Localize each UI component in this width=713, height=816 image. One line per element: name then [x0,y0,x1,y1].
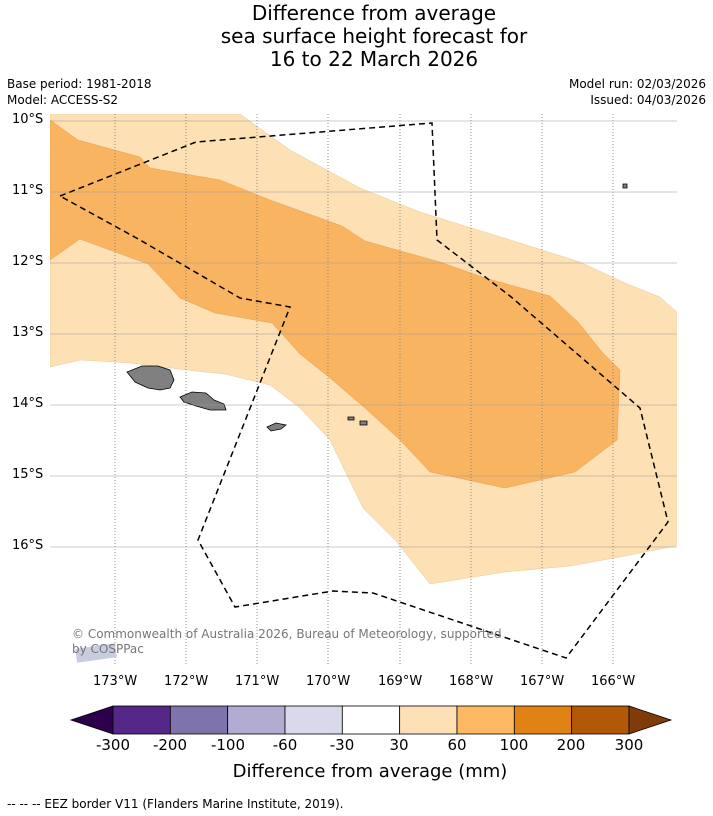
lon-label-169w: 169°W [378,674,423,689]
model-name: Model: ACCESS-S2 [7,93,119,107]
lat-label-14s: 14°S [12,396,44,411]
colorbar-tick-8: 200 [556,736,586,754]
colorbar-swatch [513,705,573,735]
gridlines [50,114,677,664]
colorbar-tick-6: 60 [447,736,467,754]
title-line-2: sea surface height forecast for [220,24,528,48]
base-period: Base period: 1981-2018 [7,77,152,91]
copyright-line-1: © Commonwealth of Australia 2026, Bureau… [72,627,502,641]
colorbar-tick-2: -100 [210,736,246,754]
issued-date: Issued: 04/03/2026 [590,93,706,107]
colorbar-swatch [169,705,229,735]
lat-label-16s: 16°S [12,538,44,553]
island-tutuila [179,391,227,411]
title-line-3: 16 to 22 March 2026 [269,47,479,71]
colorbar-tick-0: -300 [95,736,131,754]
lat-label-10s: 10°S [12,112,44,127]
colorbar-extend-low [69,705,114,735]
lat-label-12s: 12°S [12,254,44,269]
title-line-1: Difference from average [251,1,497,25]
colorbar-swatch [284,705,343,735]
island-upolu [126,365,175,391]
lat-label-13s: 13°S [12,325,44,340]
lon-label-166w: 166°W [591,674,636,689]
colorbar-title: Difference from average (mm) [232,761,508,782]
eez-legend-footer: -- -- -- EEZ border V11 (Flanders Marine… [7,797,344,811]
colorbar-tick-1: -200 [152,736,188,754]
colorbar-tick-4: -30 [329,736,355,754]
colorbar-swatch [399,705,458,735]
island-manua-1 [347,416,355,421]
colorbar-swatch [571,705,630,735]
island-small [622,183,628,189]
colorbar-extend-high [628,705,673,735]
ssh-band-60-100 [50,119,621,489]
lon-label-167w: 167°W [520,674,565,689]
cosppac-logo [75,643,117,663]
model-run: Model run: 02/03/2026 [568,77,706,91]
colorbar-tick-3: -60 [272,736,298,754]
colorbar [69,705,673,735]
colorbar-tick-5: 30 [389,736,409,754]
lat-label-15s: 15°S [12,467,44,482]
lon-label-173w: 173°W [93,674,138,689]
copyright-line-2: by COSPPac [72,642,144,656]
eez-border [58,122,669,659]
island-rose [266,422,287,432]
colorbar-swatch [341,705,401,735]
colorbar-tick-7: 100 [499,736,529,754]
island-manua-2 [359,420,368,426]
lon-label-168w: 168°W [449,674,494,689]
colorbar-tick-9: 300 [614,736,644,754]
lon-label-172w: 172°W [164,674,209,689]
lon-label-170w: 170°W [306,674,351,689]
colorbar-swatch [456,705,515,735]
colorbar-swatch [227,705,286,735]
colorbar-swatch [112,705,171,735]
lat-label-11s: 11°S [12,183,44,198]
lon-label-171w: 171°W [235,674,280,689]
